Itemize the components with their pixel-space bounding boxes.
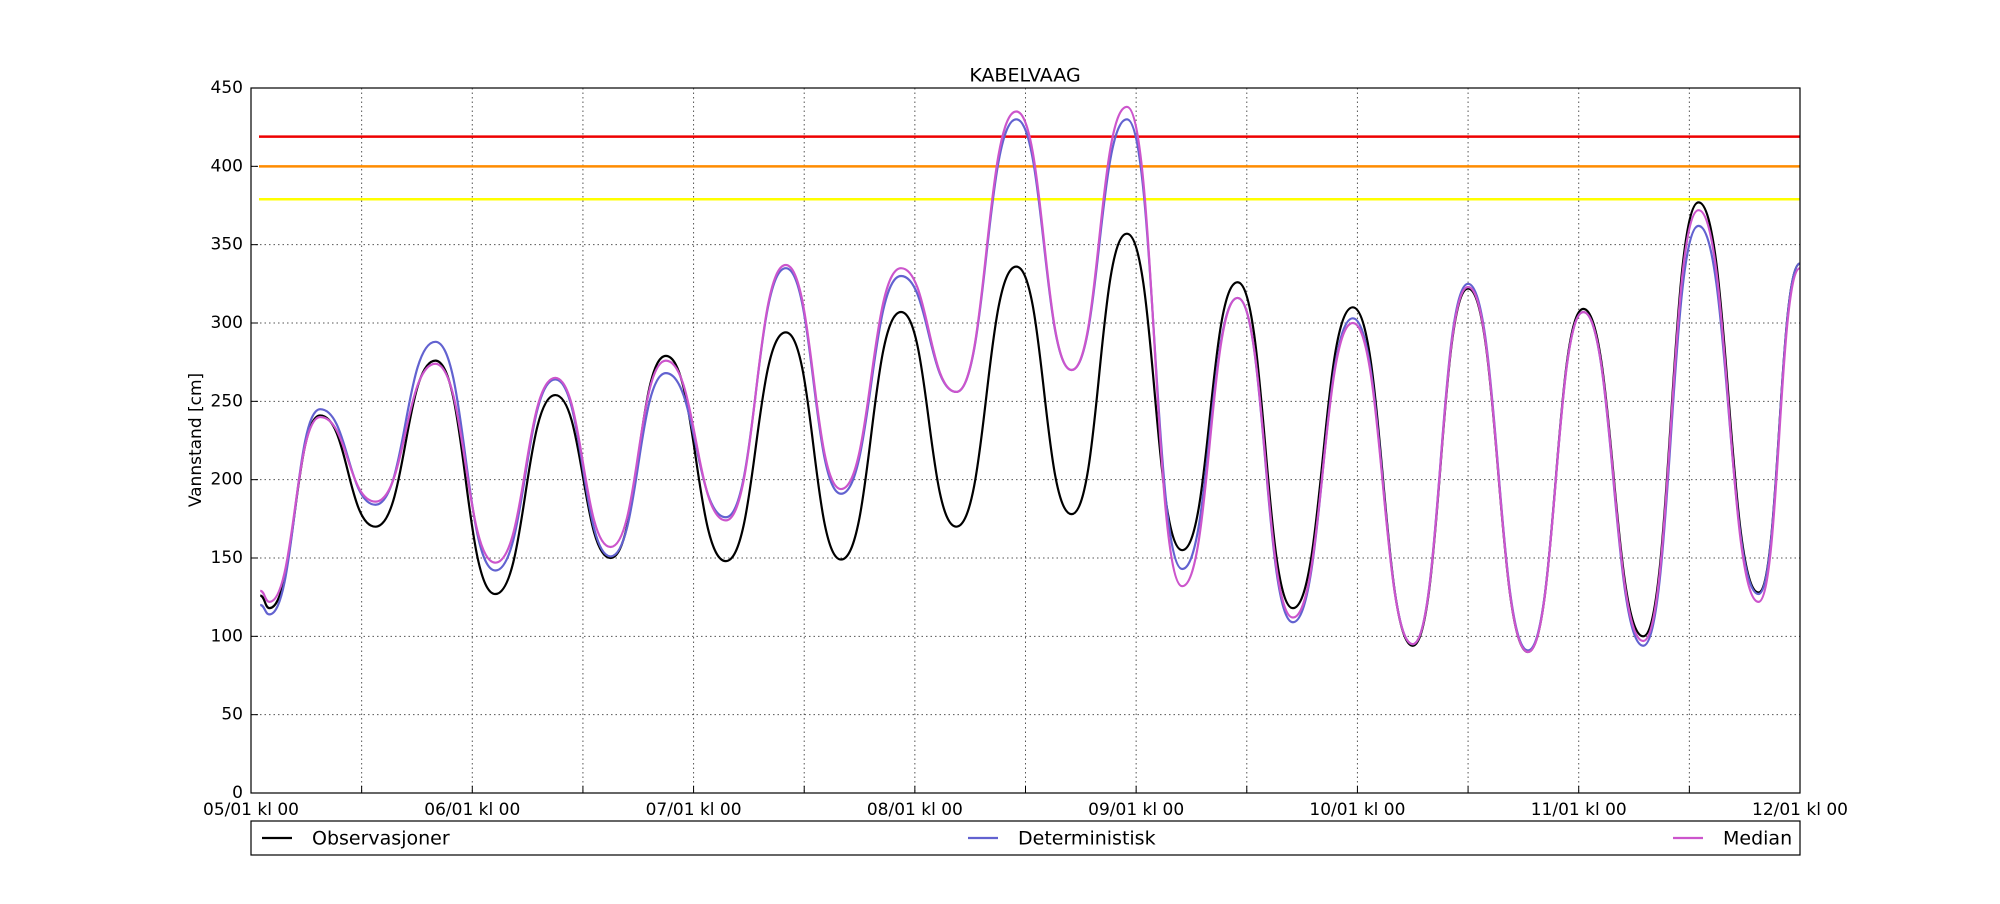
- y-tick-label: 300: [211, 313, 243, 333]
- y-tick-label: 0: [232, 783, 243, 803]
- y-tick-label: 450: [211, 78, 243, 98]
- x-tick-label: 09/01 kl 00: [1088, 800, 1184, 820]
- legend-label: Observasjoner: [312, 828, 450, 850]
- x-tick-label: 11/01 kl 00: [1531, 800, 1627, 820]
- x-tick-label: 05/01 kl 00: [203, 800, 299, 820]
- legend-label: Deterministisk: [1018, 828, 1156, 850]
- chart-title: KABELVAAG: [969, 65, 1080, 87]
- x-tick-label: 07/01 kl 00: [646, 800, 742, 820]
- y-tick-label: 250: [211, 391, 243, 411]
- y-tick-label: 150: [211, 548, 243, 568]
- series-line: [259, 105, 1802, 654]
- y-axis-label: Vannstand [cm]: [186, 373, 206, 507]
- x-tick-label: 06/01 kl 00: [424, 800, 520, 820]
- legend-box: [250, 820, 1801, 856]
- x-tick-label: 08/01 kl 00: [867, 800, 963, 820]
- plot-frame: [250, 87, 1801, 794]
- legend-label: Median: [1723, 828, 1792, 850]
- y-tick-label: 50: [221, 705, 243, 725]
- x-tick-label: 12/01 kl 00: [1752, 800, 1848, 820]
- y-tick-label: 200: [211, 470, 243, 490]
- series-line: [259, 201, 1802, 654]
- y-tick-label: 400: [211, 156, 243, 176]
- y-tick-label: 100: [211, 626, 243, 646]
- y-tick-label: 350: [211, 235, 243, 255]
- x-tick-label: 10/01 kl 00: [1309, 800, 1405, 820]
